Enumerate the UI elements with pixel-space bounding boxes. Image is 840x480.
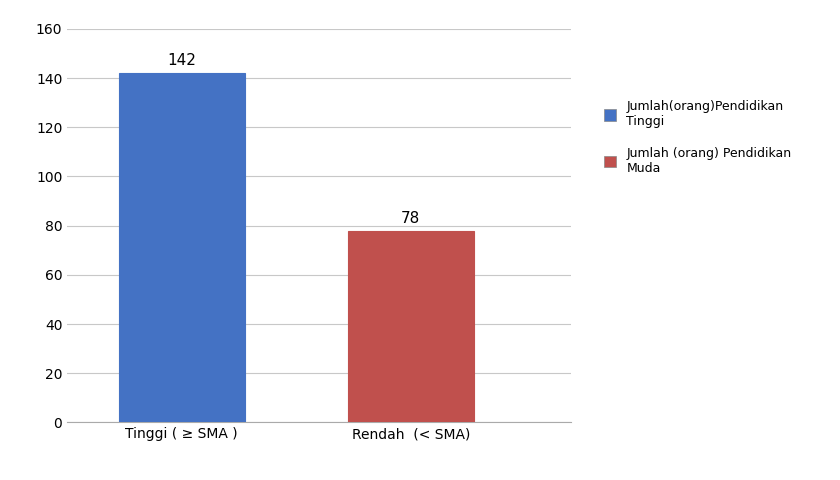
Text: 142: 142: [167, 53, 197, 68]
Bar: [118, 73, 244, 422]
Text: 78: 78: [402, 211, 421, 226]
Bar: [348, 230, 474, 422]
Legend: Jumlah(orang)Pendidikan
Tinggi, Jumlah (orang) Pendidikan
Muda: Jumlah(orang)Pendidikan Tinggi, Jumlah (…: [597, 94, 798, 181]
